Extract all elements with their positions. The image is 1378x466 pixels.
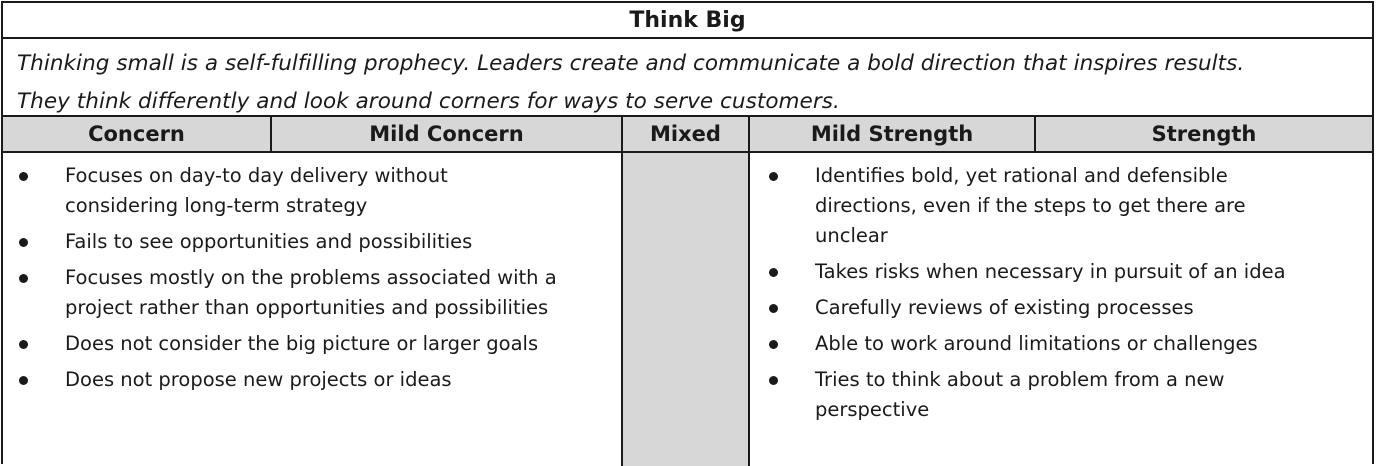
- header-mild-strength: Mild Strength: [810, 122, 974, 146]
- bullet-icon: [19, 172, 28, 181]
- bullet-icon: [19, 274, 28, 283]
- header-concern: Concern: [88, 122, 185, 146]
- header-mixed: Mixed: [650, 122, 721, 146]
- header-mild-concern: Mild Concern: [369, 122, 524, 146]
- bullet-icon: [769, 268, 778, 277]
- list-item: Carefully reviews of existing processes: [765, 293, 1325, 323]
- list-item: Fails to see opportunities and possibili…: [15, 227, 615, 257]
- rating-header-row: Concern Mild Concern Mixed Mild Strength…: [3, 117, 1372, 153]
- bullet-icon: [19, 376, 28, 385]
- list-item: Able to work around limitations or chall…: [765, 329, 1325, 359]
- list-item: Does not consider the big picture or lar…: [15, 329, 615, 359]
- divider-mixed-right: [748, 117, 750, 466]
- bullet-icon: [19, 238, 28, 247]
- description-line-2: They think differently and look around c…: [17, 89, 840, 114]
- list-item: Takes risks when necessary in pursuit of…: [765, 257, 1325, 287]
- bullet-icon: [19, 340, 28, 349]
- bullet-icon: [769, 340, 778, 349]
- list-item: Focuses mostly on the problems associate…: [15, 263, 615, 323]
- bullet-icon: [769, 376, 778, 385]
- concern-list: Focuses on day-to day delivery without co…: [15, 161, 615, 401]
- divider-left-mixed: [621, 117, 623, 466]
- divider-concern-mild: [270, 117, 272, 153]
- list-item: Tries to think about a problem from a ne…: [765, 365, 1325, 425]
- list-item: Focuses on day-to day delivery without co…: [15, 161, 615, 221]
- bullet-icon: [769, 172, 778, 181]
- description-line-1: Thinking small is a self-fulfilling prop…: [17, 51, 1245, 76]
- strength-list: Identifies bold, yet rational and defens…: [765, 161, 1325, 431]
- list-item: Identifies bold, yet rational and defens…: [765, 161, 1325, 251]
- description: Thinking small is a self-fulfilling prop…: [3, 39, 1372, 117]
- header-strength: Strength: [1151, 122, 1257, 146]
- mixed-column-body: [623, 153, 748, 466]
- table-title: Think Big: [3, 3, 1372, 39]
- divider-mildstrength-strength: [1034, 117, 1036, 153]
- bullet-icon: [769, 304, 778, 313]
- list-item: Does not propose new projects or ideas: [15, 365, 615, 395]
